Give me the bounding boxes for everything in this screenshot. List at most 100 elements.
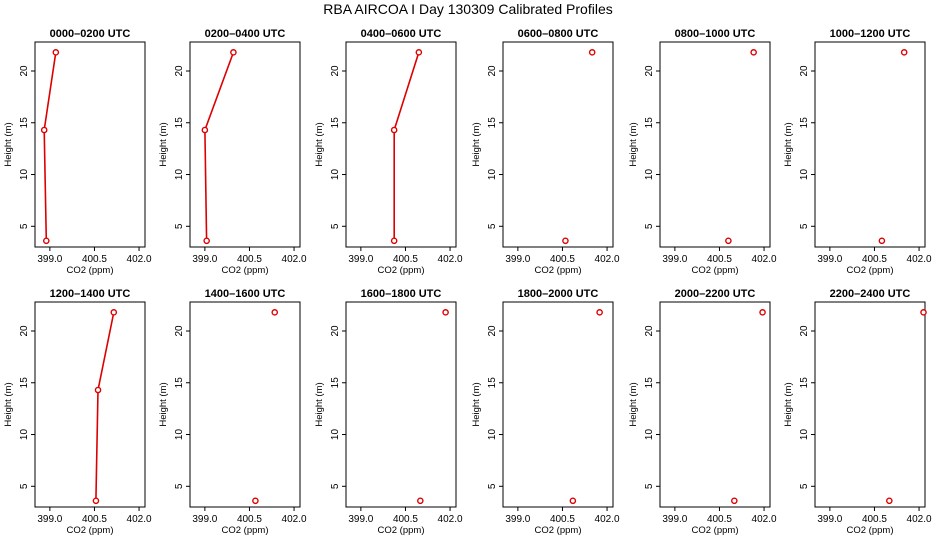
y-tick-label: 15	[19, 377, 30, 389]
x-axis-label: CO2 (ppm)	[378, 525, 425, 536]
y-tick-label: 20	[644, 325, 655, 337]
y-tick-label: 5	[19, 483, 30, 489]
profile-panel: 2200–2400 UTC 399.0 400.5 402.0 5 10 15 20 CO2 (…	[783, 288, 932, 536]
data-point	[390, 237, 398, 245]
y-tick-label: 15	[644, 377, 655, 389]
panel-title: 2200–2400 UTC	[830, 288, 911, 300]
y-tick-label: 20	[330, 325, 341, 337]
panel-title: 1600–1800 UTC	[361, 288, 442, 300]
y-tick-label: 10	[487, 169, 498, 181]
x-axis-label: CO2 (ppm)	[535, 265, 582, 276]
y-axis-label: Height (m)	[314, 382, 325, 426]
plot-frame	[659, 301, 771, 508]
data-point	[415, 49, 423, 56]
x-tick-label: 400.5	[237, 514, 262, 525]
figure-title: RBA AIRCOA I Day 130309 Calibrated Profi…	[323, 1, 612, 17]
data-point	[562, 237, 569, 245]
data-point	[886, 497, 893, 505]
profile-panel: 1600–1800 UTC 399.0 400.5 402.0 5 10 15 20 CO2 (…	[314, 288, 463, 536]
y-tick-label: 5	[330, 223, 341, 229]
x-tick-label: 402.0	[438, 514, 463, 525]
profile-panel: 0600–0800 UTC 399.0 400.5 402.0 5 10 15 20 CO2 (…	[471, 28, 620, 276]
y-axis-label: Height (m)	[3, 382, 14, 426]
data-point	[569, 497, 577, 505]
data-point	[92, 497, 100, 505]
x-tick-label: 399.0	[662, 514, 687, 525]
plot-frame	[34, 41, 146, 248]
data-point	[750, 49, 757, 56]
x-tick-label: 400.5	[550, 254, 575, 265]
data-point	[442, 309, 449, 316]
data-point	[759, 309, 766, 316]
data-point	[900, 49, 908, 56]
x-tick-label: 399.0	[817, 514, 842, 525]
y-axis-label: Height (m)	[783, 122, 794, 166]
x-tick-label: 399.0	[348, 514, 373, 525]
y-axis-label: Height (m)	[3, 122, 14, 166]
panel-title: 1000–1200 UTC	[830, 28, 911, 40]
x-tick-label: 402.0	[907, 254, 932, 265]
y-tick-label: 10	[487, 429, 498, 441]
y-tick-label: 5	[487, 223, 498, 229]
x-tick-label: 400.5	[862, 514, 887, 525]
y-tick-label: 5	[19, 223, 30, 229]
x-axis-label: CO2 (ppm)	[847, 525, 894, 536]
data-point	[110, 309, 118, 316]
y-axis-label: Height (m)	[314, 122, 325, 166]
profile-line	[43, 52, 57, 241]
profile-panel: 1000–1200 UTC 399.0 400.5 402.0 5 10 15 20 CO2 (…	[783, 28, 932, 276]
y-tick-label: 15	[330, 377, 341, 389]
x-axis-label: CO2 (ppm)	[692, 265, 739, 276]
x-tick-label: 399.0	[348, 254, 373, 265]
y-tick-label: 5	[330, 483, 341, 489]
x-tick-label: 399.0	[37, 514, 62, 525]
x-tick-label: 400.5	[82, 254, 107, 265]
plot-frame	[345, 301, 457, 508]
y-tick-label: 10	[174, 429, 185, 441]
y-tick-label: 10	[330, 169, 341, 181]
data-point	[203, 237, 210, 245]
x-tick-label: 399.0	[192, 514, 217, 525]
data-point	[417, 497, 424, 505]
x-tick-label: 400.5	[393, 254, 418, 265]
y-tick-label: 20	[174, 325, 185, 337]
plot-frame	[814, 41, 926, 248]
data-point	[731, 497, 738, 505]
profile-panel: 1200–1400 UTC 399.0 400.5 402.0 5 10 15 20 CO2 (…	[3, 288, 152, 536]
data-point	[52, 49, 60, 56]
plot-frame	[34, 301, 146, 508]
x-tick-label: 399.0	[817, 254, 842, 265]
y-axis-label: Height (m)	[158, 122, 169, 166]
y-tick-label: 20	[487, 65, 498, 77]
x-tick-label: 402.0	[127, 514, 152, 525]
data-point	[252, 497, 259, 505]
panel-title: 0800–1000 UTC	[675, 28, 756, 40]
x-axis-label: CO2 (ppm)	[67, 525, 114, 536]
y-tick-label: 15	[174, 377, 185, 389]
profile-panel: 2000–2200 UTC 399.0 400.5 402.0 5 10 15 20 CO2 (…	[628, 288, 777, 536]
x-tick-label: 400.5	[393, 514, 418, 525]
panel-title: 1400–1600 UTC	[205, 288, 286, 300]
y-tick-label: 20	[330, 65, 341, 77]
data-point	[40, 126, 48, 134]
x-tick-label: 399.0	[505, 514, 530, 525]
panel-title: 1200–1400 UTC	[50, 288, 131, 300]
y-axis-label: Height (m)	[628, 122, 639, 166]
y-axis-label: Height (m)	[628, 382, 639, 426]
x-tick-label: 402.0	[752, 514, 777, 525]
x-tick-label: 400.5	[550, 514, 575, 525]
y-tick-label: 15	[330, 117, 341, 129]
y-tick-label: 10	[19, 429, 30, 441]
x-axis-label: CO2 (ppm)	[222, 525, 269, 536]
x-axis-label: CO2 (ppm)	[692, 525, 739, 536]
x-tick-label: 400.5	[82, 514, 107, 525]
x-tick-label: 402.0	[127, 254, 152, 265]
y-tick-label: 5	[174, 483, 185, 489]
y-tick-label: 15	[644, 117, 655, 129]
x-tick-label: 402.0	[282, 254, 307, 265]
profile-line	[204, 52, 235, 241]
y-tick-label: 15	[19, 117, 30, 129]
y-tick-label: 5	[487, 483, 498, 489]
x-tick-label: 402.0	[595, 254, 620, 265]
